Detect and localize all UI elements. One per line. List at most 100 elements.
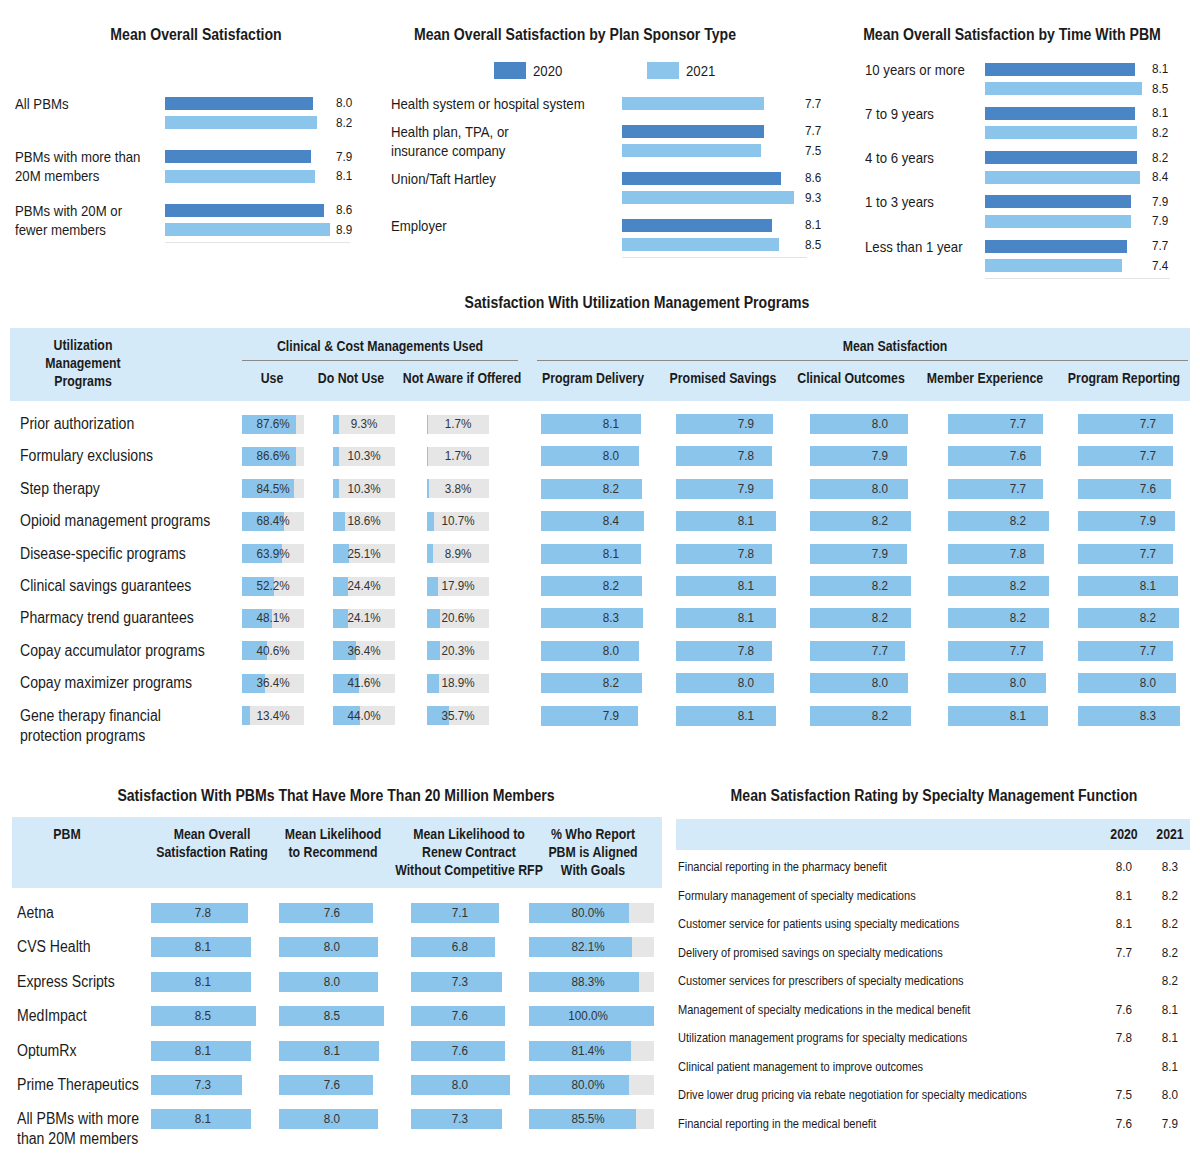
cell-value: 8.1: [738, 610, 754, 626]
cell-value: 7.3: [195, 1077, 211, 1093]
bar: [810, 511, 911, 531]
row-label: Copay maximizer programs: [20, 673, 192, 693]
bar: [948, 608, 1049, 628]
plot-area: [1078, 641, 1200, 661]
row-label: Copay accumulator programs: [20, 641, 205, 661]
row-label: Formulary exclusions: [20, 446, 153, 466]
bar: [676, 414, 773, 434]
cell-value: 8.2: [1162, 973, 1178, 989]
cell-value: 7.9: [1140, 513, 1156, 529]
cell-value: 8.1: [195, 974, 211, 990]
cell-value: 8.2: [872, 513, 888, 529]
plot-area: [165, 93, 350, 240]
row-label: Formulary management of specialty medica…: [678, 888, 916, 904]
bar: [622, 144, 761, 157]
category-label: Employer: [391, 216, 447, 235]
cell-value: 8.2: [603, 578, 619, 594]
plot-area: [948, 706, 1071, 726]
plot-area: [541, 479, 664, 499]
bar: [541, 576, 642, 596]
bar: [676, 706, 776, 726]
bar: [427, 609, 440, 628]
cell-value: 7.9: [738, 416, 754, 432]
row-label: Management of specialty medications in t…: [678, 1002, 970, 1018]
plot-area: [676, 576, 799, 596]
bar: [676, 511, 776, 531]
bar: [333, 447, 339, 466]
plot-area: [151, 903, 275, 923]
bar: [333, 415, 339, 434]
column-header: Program Delivery: [542, 369, 644, 387]
row-label: Drive lower drug pricing via rebate nego…: [678, 1087, 1027, 1103]
plot-area: [151, 972, 275, 992]
cell-value: 7.6: [452, 1043, 468, 1059]
plot-area: [411, 937, 535, 957]
plot-area: [279, 1041, 403, 1061]
bar: [948, 479, 1043, 499]
cell-value: 8.2: [603, 675, 619, 691]
plot-area: [1078, 544, 1200, 564]
plot-area: [541, 446, 664, 466]
bar: [810, 446, 907, 466]
cell-value: 8.0: [872, 416, 888, 432]
cell-value: 7.3: [452, 974, 468, 990]
bar: [541, 608, 643, 628]
cell-value: 8.0: [738, 675, 754, 691]
data-label: 7.5: [805, 143, 821, 159]
bar: [1078, 706, 1180, 726]
cell-value: 8.2: [1010, 578, 1026, 594]
cell-value: 41.6%: [347, 675, 380, 691]
cell-value: 8.1: [1162, 1002, 1178, 1018]
bar: [985, 151, 1137, 164]
column-header: % Who Report PBM is Aligned With Goals: [548, 825, 637, 879]
cell-value: 7.9: [872, 546, 888, 562]
bar: [985, 240, 1127, 253]
data-label: 7.9: [336, 149, 352, 165]
row-label: Gene therapy financial protection progra…: [20, 706, 161, 746]
bar: [948, 446, 1041, 466]
plot-area: [810, 511, 933, 531]
plot-area: [948, 511, 1071, 531]
plot-area: [676, 446, 799, 466]
bar: [676, 479, 773, 499]
cell-value: 85.5%: [571, 1111, 604, 1127]
bar: [985, 107, 1135, 120]
cell-value: 8.2: [1162, 916, 1178, 932]
bar: [948, 414, 1043, 434]
plot-area: [1078, 446, 1200, 466]
cell-value: 8.1: [195, 1111, 211, 1127]
legend-swatch: [647, 62, 679, 79]
data-label: 8.9: [336, 222, 352, 238]
plot-area: [676, 673, 799, 693]
legend-label: 2021: [686, 61, 715, 80]
cell-value: 6.8: [452, 939, 468, 955]
data-label: 8.2: [1152, 125, 1168, 141]
cell-value: 18.6%: [347, 513, 380, 529]
cell-value: 48.1%: [256, 610, 289, 626]
cell-value: 8.1: [603, 546, 619, 562]
legend-swatch: [494, 62, 526, 79]
cell-value: 8.3: [1162, 859, 1178, 875]
group-header: Clinical & Cost Managements Used: [277, 337, 483, 355]
column-header: Mean Likelihood to Renew Contract Withou…: [395, 825, 543, 879]
category-label: PBMs with more than 20M members: [15, 147, 140, 185]
cell-value: 44.0%: [347, 708, 380, 724]
cell-value: 20.6%: [441, 610, 474, 626]
bar: [333, 544, 349, 563]
plot-area: [948, 414, 1071, 434]
cell-value: 84.5%: [256, 481, 289, 497]
bar: [810, 544, 907, 564]
bar: [427, 641, 440, 660]
bar: [985, 195, 1131, 208]
category-label: 7 to 9 years: [865, 104, 934, 123]
cell-value: 8.1: [324, 1043, 340, 1059]
plot-area: [541, 641, 664, 661]
data-label: 8.2: [336, 115, 352, 131]
cell-value: 7.3: [452, 1111, 468, 1127]
plot-area: [411, 903, 535, 923]
category-label: 4 to 6 years: [865, 148, 934, 167]
plot-area: [411, 1075, 535, 1095]
plot-area: [151, 937, 275, 957]
cell-value: 7.9: [872, 448, 888, 464]
plot-area: [279, 1109, 403, 1129]
